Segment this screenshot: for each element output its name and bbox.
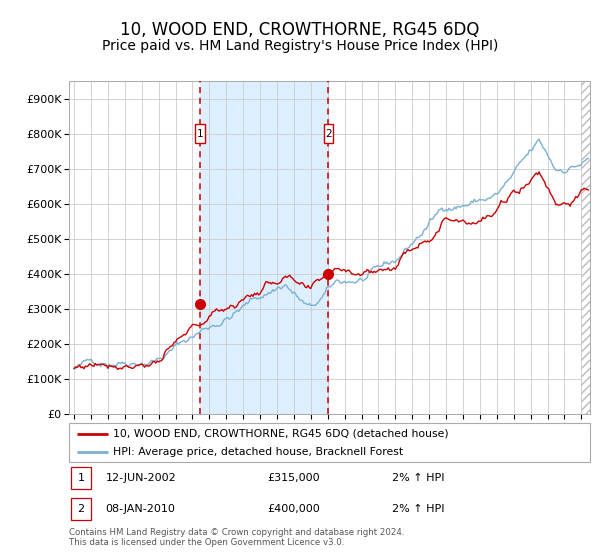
FancyBboxPatch shape	[323, 124, 333, 143]
Text: 12-JUN-2002: 12-JUN-2002	[106, 473, 176, 483]
Text: £400,000: £400,000	[267, 504, 320, 514]
Text: 2% ↑ HPI: 2% ↑ HPI	[392, 473, 445, 483]
Text: 2: 2	[77, 504, 85, 514]
Text: 10, WOOD END, CROWTHORNE, RG45 6DQ: 10, WOOD END, CROWTHORNE, RG45 6DQ	[121, 21, 479, 39]
Text: 10, WOOD END, CROWTHORNE, RG45 6DQ (detached house): 10, WOOD END, CROWTHORNE, RG45 6DQ (deta…	[113, 429, 449, 439]
FancyBboxPatch shape	[195, 124, 205, 143]
FancyBboxPatch shape	[71, 466, 91, 489]
Text: 08-JAN-2010: 08-JAN-2010	[106, 504, 175, 514]
FancyBboxPatch shape	[71, 498, 91, 520]
Bar	[200, 81, 328, 414]
FancyBboxPatch shape	[69, 423, 590, 462]
Text: HPI: Average price, detached house, Bracknell Forest: HPI: Average price, detached house, Brac…	[113, 447, 403, 457]
Text: 1: 1	[77, 473, 85, 483]
Text: 2: 2	[325, 129, 332, 139]
Text: 2% ↑ HPI: 2% ↑ HPI	[392, 504, 445, 514]
Text: £315,000: £315,000	[267, 473, 320, 483]
Text: 1: 1	[197, 129, 203, 139]
Text: Contains HM Land Registry data © Crown copyright and database right 2024.
This d: Contains HM Land Registry data © Crown c…	[69, 528, 404, 547]
Text: Price paid vs. HM Land Registry's House Price Index (HPI): Price paid vs. HM Land Registry's House …	[102, 39, 498, 53]
